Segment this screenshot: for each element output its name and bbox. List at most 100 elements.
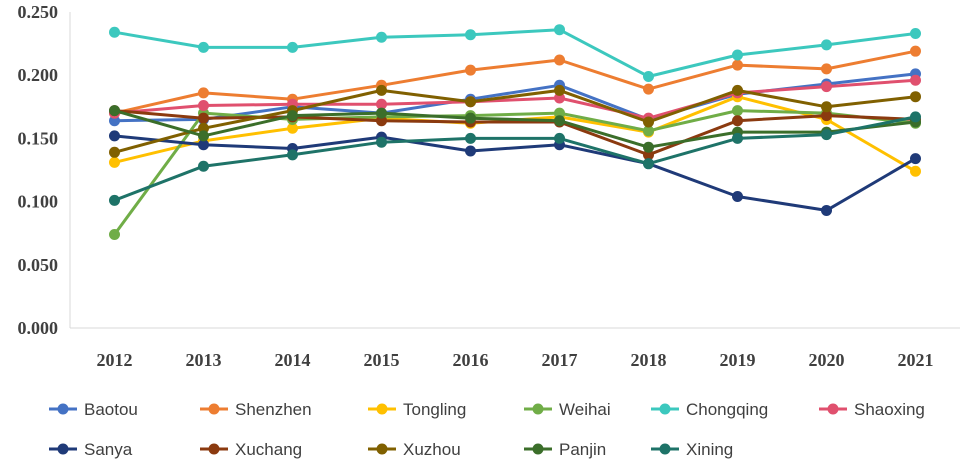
data-point-tongling — [109, 156, 120, 168]
y-axis-tick-labels: 0.000 0.050 0.100 0.150 0.200 0.250 — [18, 2, 59, 338]
series-panjin — [109, 105, 921, 153]
legend-label: Baotou — [84, 400, 138, 419]
x-tick-label: 2019 — [720, 350, 756, 370]
legend-item-weihai: Weihai — [524, 400, 611, 419]
data-point-xining — [732, 132, 743, 144]
legend-swatch-marker — [208, 403, 220, 415]
legend-label: Weihai — [559, 400, 611, 419]
series-line-panjin — [114, 109, 916, 149]
data-point-xining — [821, 129, 832, 141]
legend: Baotou Shenzhen Tongling Weihai Chongqing Sha… — [49, 400, 925, 459]
data-point-xuzhou — [109, 146, 120, 158]
x-tick-label: 2018 — [631, 350, 667, 370]
plot-area — [109, 24, 921, 240]
legend-item-chongqing: Chongqing — [651, 400, 768, 419]
data-point-xuchang — [643, 149, 654, 161]
data-point-panjin — [376, 107, 387, 119]
data-point-chongqing — [732, 49, 743, 61]
data-point-xining — [465, 132, 476, 144]
y-tick-label: 0.050 — [18, 255, 59, 275]
data-point-xining — [376, 136, 387, 148]
data-point-xuzhou — [910, 91, 921, 103]
legend-item-xining: Xining — [651, 440, 733, 459]
legend-label: Xuzhou — [403, 440, 461, 459]
legend-item-shenzhen: Shenzhen — [200, 400, 312, 419]
y-tick-label: 0.150 — [18, 128, 59, 148]
x-tick-label: 2012 — [97, 350, 133, 370]
legend-swatch-marker — [827, 403, 839, 415]
data-point-panjin — [198, 130, 209, 142]
data-point-xuchang — [732, 115, 743, 127]
data-point-xuzhou — [198, 122, 209, 134]
legend-swatch-marker — [532, 403, 544, 415]
legend-label: Shenzhen — [235, 400, 312, 419]
legend-item-panjin: Panjin — [524, 440, 606, 459]
series-line-shaoxing — [114, 78, 916, 120]
legend-label: Chongqing — [686, 400, 768, 419]
data-point-weihai — [554, 107, 565, 119]
data-point-xining — [554, 132, 565, 144]
data-point-shaoxing — [554, 92, 565, 104]
legend-item-xuchang: Xuchang — [200, 440, 302, 459]
y-tick-label: 0.000 — [18, 318, 59, 338]
data-point-shenzhen — [643, 83, 654, 95]
data-point-shaoxing — [376, 98, 387, 110]
chart-axes — [69, 12, 960, 329]
legend-swatch-marker — [659, 403, 671, 415]
series-weihai — [109, 105, 921, 240]
data-point-chongqing — [198, 41, 209, 53]
series-line-sanya — [114, 134, 917, 212]
legend-swatch-marker — [376, 403, 388, 415]
y-tick-label: 0.250 — [18, 2, 59, 22]
series-chongqing — [109, 24, 921, 82]
data-point-sanya — [465, 145, 476, 157]
series-line-tongling — [114, 95, 917, 173]
data-point-xuzhou — [376, 84, 387, 96]
series-sanya — [109, 130, 921, 216]
legend-label: Sanya — [84, 440, 133, 459]
data-point-xining — [109, 194, 120, 206]
data-point-shenzhen — [554, 54, 565, 66]
legend-label: Xining — [686, 440, 733, 459]
legend-label: Panjin — [559, 440, 606, 459]
data-point-chongqing — [376, 31, 387, 43]
series-line-xuchang — [114, 109, 916, 157]
data-point-xining — [287, 149, 298, 161]
data-point-chongqing — [554, 24, 565, 36]
data-point-shenzhen — [821, 63, 832, 75]
legend-item-shaoxing: Shaoxing — [819, 400, 925, 419]
x-tick-label: 2014 — [275, 350, 311, 370]
legend-item-xuzhou: Xuzhou — [368, 440, 461, 459]
legend-swatch-marker — [57, 443, 69, 455]
data-point-xuzhou — [554, 84, 565, 96]
data-point-tongling — [287, 122, 298, 134]
data-point-chongqing — [465, 29, 476, 41]
x-axis-tick-labels: 2012 2013 2014 2015 2016 2017 2018 2019 2020 2021 — [97, 350, 934, 370]
data-point-xuzhou — [821, 101, 832, 113]
legend-swatch-marker — [376, 443, 388, 455]
legend-swatch-marker — [208, 443, 220, 455]
x-tick-label: 2021 — [898, 350, 934, 370]
data-point-panjin — [643, 141, 654, 153]
data-point-chongqing — [910, 27, 921, 39]
series-line-shenzhen — [114, 49, 916, 115]
data-point-shaoxing — [198, 100, 209, 112]
data-point-xuzhou — [732, 84, 743, 96]
x-tick-label: 2013 — [186, 350, 222, 370]
data-point-sanya — [109, 130, 120, 142]
data-point-chongqing — [821, 39, 832, 51]
data-point-xuchang — [821, 110, 832, 122]
y-tick-label: 0.100 — [18, 192, 59, 212]
data-point-xining — [198, 160, 209, 172]
legend-label: Tongling — [403, 400, 466, 419]
data-point-panjin — [554, 115, 565, 127]
data-point-xuchang — [198, 112, 209, 124]
series-xuzhou — [109, 84, 921, 158]
legend-label: Xuchang — [235, 440, 302, 459]
data-point-shaoxing — [910, 74, 921, 86]
legend-label: Shaoxing — [854, 400, 925, 419]
data-point-shenzhen — [198, 87, 209, 99]
data-point-panjin — [287, 110, 298, 122]
data-point-chongqing — [287, 41, 298, 53]
